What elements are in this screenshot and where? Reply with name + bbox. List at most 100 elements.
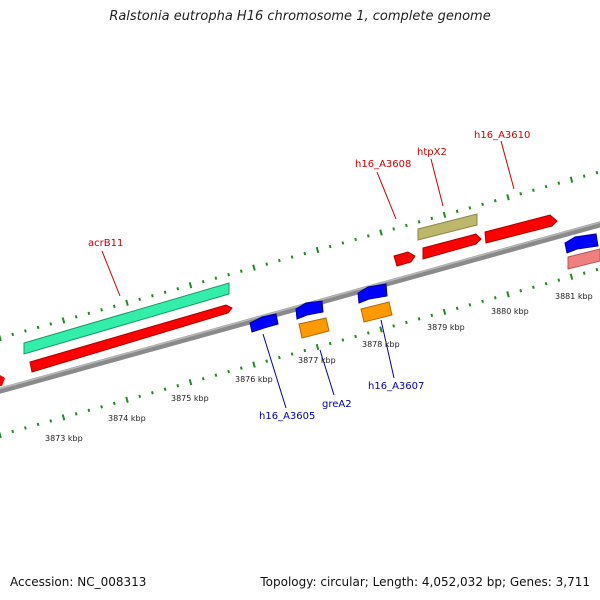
genome-summary-text: Topology: circular; Length: 4,052,032 bp…: [260, 575, 590, 589]
scale-tick: [176, 384, 180, 388]
reverse-genes: [249, 233, 599, 339]
scale-tick: [366, 234, 370, 238]
scale-tick: [569, 273, 574, 280]
label-greA2[interactable]: greA2: [322, 399, 352, 410]
scale-tick: [214, 276, 218, 280]
scale-tick: [112, 401, 116, 406]
scale-tick: [442, 308, 447, 315]
scale-tick: [519, 289, 523, 293]
scale-tick: [49, 419, 53, 423]
gene-htpX2[interactable]: [422, 233, 482, 260]
scale-label: 3874 kbp: [108, 414, 146, 423]
scale-tick: [468, 206, 472, 210]
scale-tick: [11, 429, 15, 434]
scale-tick: [392, 227, 396, 231]
label-htpX2[interactable]: htpX2: [417, 147, 447, 158]
scale-tick: [430, 313, 434, 318]
scale-tick: [468, 303, 472, 307]
scale-tick: [265, 359, 269, 363]
gene-h16-A3610[interactable]: [484, 214, 558, 244]
lower-tick-track: [0, 267, 599, 439]
scale-tick: [227, 272, 230, 277]
scale-label: 3878 kbp: [362, 340, 400, 349]
scale-tick: [405, 223, 408, 228]
gene-red-long[interactable]: [29, 304, 233, 373]
scale-tick: [0, 334, 2, 342]
gene-pink[interactable]: [567, 248, 600, 270]
scale-tick: [328, 341, 332, 346]
scale-tick: [87, 311, 91, 316]
label-acrB11[interactable]: acrB11: [88, 238, 123, 249]
scale-tick: [100, 405, 103, 409]
scale-tick: [354, 334, 357, 339]
scale-tick: [417, 220, 421, 224]
scale-tick: [544, 282, 548, 286]
map-title: Ralstonia eutropha H16 chromosome 1, com…: [109, 9, 491, 24]
scale-tick: [315, 343, 320, 351]
scale-tick: [405, 320, 408, 325]
scale-tick: [506, 291, 510, 298]
gene-acrB11[interactable]: [23, 282, 230, 355]
gene-h16-A3608[interactable]: [393, 251, 416, 267]
scale-tick: [163, 290, 167, 294]
gene-blue-2[interactable]: [295, 300, 324, 320]
scale-tick: [544, 185, 548, 189]
scale-tick: [303, 348, 307, 353]
scale-tick: [61, 317, 66, 324]
scale-tick: [138, 297, 142, 301]
label-leaders: [101, 140, 515, 409]
gene-h16-A3607[interactable]: [360, 301, 393, 323]
scale-tick: [74, 412, 78, 416]
scale-tick: [290, 255, 294, 259]
scale-tick: [49, 322, 53, 326]
label-h16-A3608[interactable]: h16_A3608: [355, 159, 411, 170]
label-h16-A3605[interactable]: h16_A3605: [259, 411, 315, 422]
scale-tick: [265, 262, 269, 266]
gene-greA2[interactable]: [298, 317, 330, 339]
scale-tick: [239, 366, 243, 370]
scale-tick: [87, 408, 91, 413]
scale-tick: [557, 278, 561, 282]
accession-text: Accession: NC_008313: [10, 575, 147, 589]
upper-tick-track: [0, 170, 599, 342]
scale-tick: [163, 387, 167, 391]
scale-tick: [24, 329, 27, 333]
scale-tick: [379, 229, 383, 236]
label-h16-A3607[interactable]: h16_A3607: [368, 381, 424, 392]
gene-blue-3[interactable]: [357, 283, 388, 304]
scale-tick: [582, 271, 586, 275]
scale-tick: [112, 304, 116, 309]
scale-tick: [188, 282, 193, 289]
scale-label: 3873 kbp: [45, 434, 83, 443]
scale-tick: [227, 369, 230, 374]
scale-tick: [36, 325, 40, 330]
backbone-highlight: [0, 221, 600, 390]
scale-tick: [201, 280, 205, 284]
scale-tick: [532, 285, 535, 289]
scale-tick: [252, 361, 256, 368]
gene-h16-A3605[interactable]: [249, 313, 279, 333]
scale-tick: [61, 414, 66, 421]
gene-htpX2-khaki[interactable]: [417, 213, 478, 241]
gene-blue-right[interactable]: [564, 233, 599, 254]
scale-tick: [493, 296, 497, 300]
scale-tick: [315, 246, 320, 254]
scale-tick: [214, 373, 218, 377]
label-h16-A3610[interactable]: h16_A3610: [474, 130, 530, 141]
scale-tick: [328, 244, 332, 249]
scale-tick: [569, 176, 574, 183]
scale-tick: [392, 324, 396, 328]
scale-tick: [151, 294, 154, 298]
scale-tick: [582, 174, 586, 178]
gene-right-red[interactable]: [0, 375, 5, 386]
scale-tick: [24, 426, 27, 430]
scale-tick: [36, 422, 40, 427]
scale-label: 3880 kbp: [491, 307, 529, 316]
scale-tick: [481, 299, 484, 303]
scale-tick: [481, 202, 484, 206]
scale-tick: [239, 269, 243, 273]
scale-tick: [341, 338, 345, 342]
scale-tick: [74, 315, 78, 319]
scale-tick: [278, 258, 281, 263]
scale-tick: [519, 192, 523, 196]
